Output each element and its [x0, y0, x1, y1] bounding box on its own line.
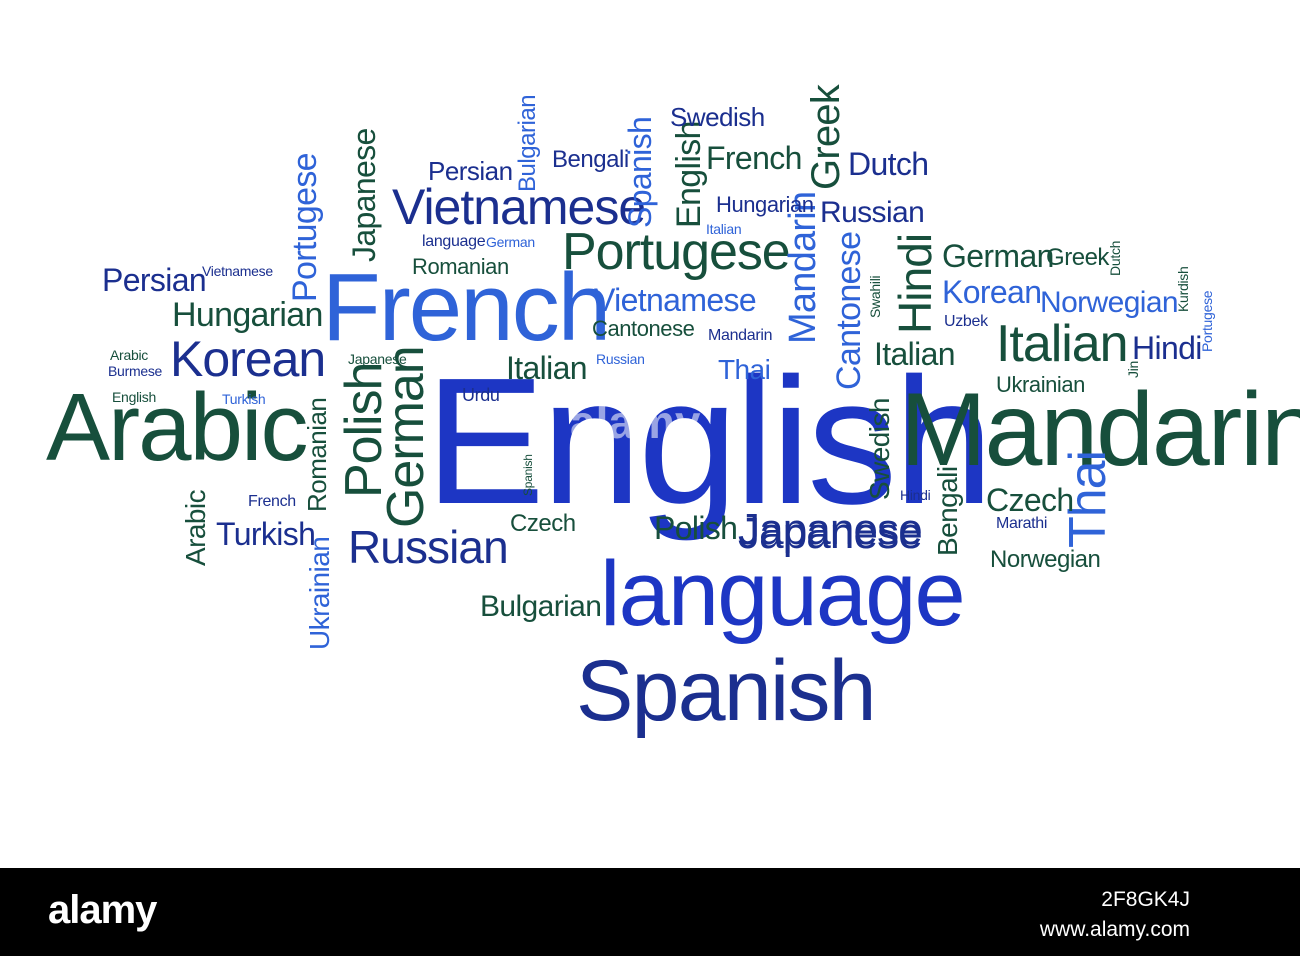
word: Vietnamese — [202, 263, 273, 279]
word: Thai — [718, 354, 771, 385]
footer-bar: alamy 2F8GK4J www.alamy.com — [0, 868, 1300, 956]
word: Japanese — [348, 351, 407, 367]
word: Russian — [348, 521, 509, 573]
word: Portugese — [1199, 290, 1215, 352]
word: Ukrainian — [304, 536, 335, 650]
word: Persian — [102, 262, 207, 298]
word: Romanian — [302, 397, 332, 512]
word: Bengali — [932, 466, 963, 557]
word: Vietnamese — [392, 179, 646, 235]
word: Arabic — [110, 347, 149, 363]
word: Japanese — [738, 505, 923, 554]
word: Italian — [706, 221, 742, 237]
word: Japanese — [346, 128, 382, 262]
alamy-logo: alamy — [48, 888, 157, 932]
word: Mandarin — [708, 327, 773, 344]
word: Polish — [654, 510, 738, 546]
word: language — [600, 543, 966, 645]
word: Ukrainian — [996, 372, 1085, 397]
word: Greek — [1046, 244, 1109, 271]
word: Russian — [820, 196, 925, 229]
word: English — [670, 121, 708, 228]
word: German — [377, 346, 435, 528]
word: Cantonese — [830, 231, 868, 390]
word: Portugese — [562, 223, 791, 281]
word: German — [942, 238, 1054, 274]
word: Uzbek — [944, 313, 988, 330]
word: Turkish — [222, 391, 266, 407]
word: Cantonese — [592, 316, 695, 341]
word: Greek — [804, 85, 848, 190]
word: Czech — [986, 482, 1074, 518]
word: Hungarian — [716, 192, 814, 217]
word: language — [422, 233, 486, 250]
word: French — [706, 140, 802, 176]
word: Bulgarian — [480, 590, 602, 623]
site-url: www.alamy.com — [1039, 918, 1190, 941]
word: Hindi — [1132, 330, 1202, 366]
word: Italian — [874, 336, 956, 372]
word: Italian — [996, 315, 1129, 373]
word-cloud: English Mandarin language Spanish Arabic… — [46, 85, 1300, 739]
word: Spanish — [622, 116, 658, 228]
word: English — [112, 389, 156, 405]
word: Japanese — [738, 509, 923, 558]
word: Marathi — [996, 515, 1048, 532]
word: Hindi — [889, 233, 941, 334]
word: Dutch — [848, 146, 929, 182]
word: Vietnamese — [594, 282, 757, 318]
word: French — [248, 493, 296, 510]
word: Portugese — [286, 153, 324, 302]
word: Arabic — [46, 374, 309, 481]
word: Spanish — [521, 454, 535, 496]
word: Swahili — [867, 275, 883, 318]
word: Arabic — [180, 489, 211, 566]
word: Kurdish — [1175, 266, 1191, 312]
word: Turkish — [216, 516, 316, 552]
word: Russian — [596, 351, 645, 367]
word: Persian — [428, 156, 513, 186]
word: Dutch — [1107, 240, 1123, 276]
word: Swedish — [864, 398, 895, 500]
word: Swedish — [670, 102, 765, 132]
word: English — [425, 341, 994, 542]
word: Urdu — [462, 385, 500, 405]
word: Czech — [510, 510, 576, 537]
word: Hungarian — [172, 296, 323, 334]
word: Mandarin — [900, 372, 1300, 488]
image-id: 2F8GK4J — [1101, 888, 1190, 911]
word: German — [486, 234, 535, 250]
word: Norwegian — [1040, 286, 1179, 319]
word: Bengali — [552, 146, 629, 173]
word: Korean — [942, 274, 1042, 310]
word: Jin — [1125, 360, 1141, 378]
word: Spanish — [576, 643, 876, 739]
word: Burmese — [108, 363, 163, 379]
word: Korean — [170, 331, 326, 387]
word: Romanian — [412, 254, 509, 279]
word: Bulgarian — [514, 94, 541, 192]
word: Norwegian — [990, 546, 1101, 573]
word: Hindi — [900, 487, 931, 503]
word: Italian — [506, 350, 588, 386]
word: French — [322, 254, 611, 361]
